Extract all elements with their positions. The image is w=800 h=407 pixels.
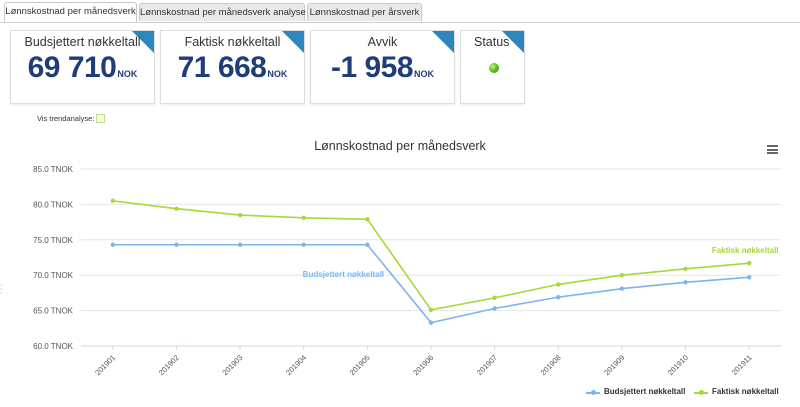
kpi-card-status: Status — [460, 30, 525, 104]
y-tick-label: 85.0 TNOK — [33, 165, 74, 174]
data-point — [492, 295, 497, 301]
data-point — [237, 212, 243, 218]
x-tick-label: 201906 — [411, 353, 435, 377]
kpi-value: 71 668NOK — [161, 51, 304, 85]
tab-bar: Lønnskostnad per månedsverk Lønnskostnad… — [0, 0, 800, 23]
kpi-title: Avvik — [367, 35, 398, 49]
chart-title: Lønnskostnad per månedsverk — [314, 139, 486, 153]
data-point — [619, 273, 625, 278]
kpi-card-avvik: Avvik -1 958NOK — [310, 30, 455, 104]
data-point — [110, 242, 116, 247]
data-point — [428, 307, 434, 313]
series-line-budsjettert — [112, 243, 750, 324]
y-tick-label: 70.0 TNOK — [33, 271, 74, 280]
trend-label: Vis trendanalyse: — [37, 114, 95, 123]
tab-lonnskostnad-manedsverk-analyse[interactable]: Lønnskostnad per månedsverk analyse — [139, 3, 306, 21]
x-tick-label: 201909 — [602, 353, 626, 377]
kpi-unit: NOK — [117, 69, 138, 79]
x-tick-label: 201907 — [475, 353, 499, 377]
status-green-dot-icon — [489, 63, 499, 73]
x-tick-label: 201903 — [220, 353, 244, 377]
kpi-unit: NOK — [267, 69, 288, 79]
trend-checkbox[interactable] — [96, 114, 106, 123]
y-tick-label: 60.0 TNOK — [33, 342, 74, 351]
corner-triangle-icon[interactable] — [502, 31, 524, 53]
data-point — [237, 242, 243, 247]
series-annotation: Faktisk nøkkeltall — [712, 246, 779, 255]
kpi-value: -1 958NOK — [311, 51, 454, 85]
kpi-number: 69 710 — [27, 51, 117, 84]
series-annotation: Budsjettert nøkkeltall — [303, 270, 384, 279]
x-tick-label: 201908 — [539, 353, 563, 377]
data-point — [365, 242, 370, 247]
tab-lonnskostnad-manedsverk[interactable]: Lønnskostnad per månedsverk — [4, 2, 137, 22]
x-tick-label: 201902 — [157, 353, 181, 377]
data-point — [174, 206, 179, 211]
data-point — [301, 215, 306, 221]
corner-triangle-icon[interactable] — [282, 31, 304, 53]
data-point — [556, 282, 561, 287]
kpi-value: 69 710NOK — [11, 51, 154, 85]
legend-label: Budsjettert nøkkeltall — [604, 387, 686, 396]
series-line-faktisk — [112, 200, 750, 311]
data-point — [110, 198, 116, 204]
kpi-unit: NOK — [414, 69, 435, 79]
kpi-title: Budsjettert nøkkeltall — [24, 35, 141, 49]
kpi-card-budsjettert: Budsjettert nøkkeltall 69 710NOK — [10, 30, 155, 104]
data-point — [746, 260, 752, 266]
y-tick-label: 75.0 TNOK — [33, 236, 74, 245]
kpi-number: -1 958 — [330, 51, 414, 84]
resize-handle-icon[interactable]: · · · — [0, 282, 3, 297]
data-point — [174, 242, 179, 247]
kpi-number: 71 668 — [177, 51, 267, 84]
data-point — [683, 280, 688, 285]
data-point — [619, 286, 625, 291]
legend-label: Faktisk nøkkeltall — [712, 387, 779, 396]
status-title: Status — [474, 35, 510, 49]
kpi-card-faktisk: Faktisk nøkkeltall 71 668NOK — [160, 30, 305, 104]
x-tick-label: 201910 — [666, 353, 690, 377]
data-point — [428, 320, 434, 325]
y-tick-label: 65.0 TNOK — [33, 307, 74, 316]
x-tick-label: 201901 — [93, 353, 117, 377]
y-tick-label: 80.0 TNOK — [33, 200, 74, 209]
corner-triangle-icon[interactable] — [132, 31, 154, 53]
data-point — [365, 217, 370, 222]
kpi-title: Faktisk nøkkeltall — [184, 35, 281, 49]
x-tick-label: 201911 — [730, 353, 754, 377]
data-point — [683, 266, 688, 272]
data-point — [746, 275, 752, 280]
trend-toggle: Vis trendanalyse: — [37, 114, 106, 123]
data-point — [556, 294, 561, 300]
data-point — [492, 306, 497, 311]
tab-lonnskostnad-arsverk[interactable]: Lønnskostnad per årsverk — [307, 3, 422, 21]
corner-triangle-icon[interactable] — [432, 31, 454, 53]
chart-menu-icon[interactable] — [767, 145, 778, 154]
x-tick-label: 201904 — [284, 353, 308, 377]
x-tick-label: 201905 — [348, 353, 372, 377]
data-point — [301, 242, 306, 247]
